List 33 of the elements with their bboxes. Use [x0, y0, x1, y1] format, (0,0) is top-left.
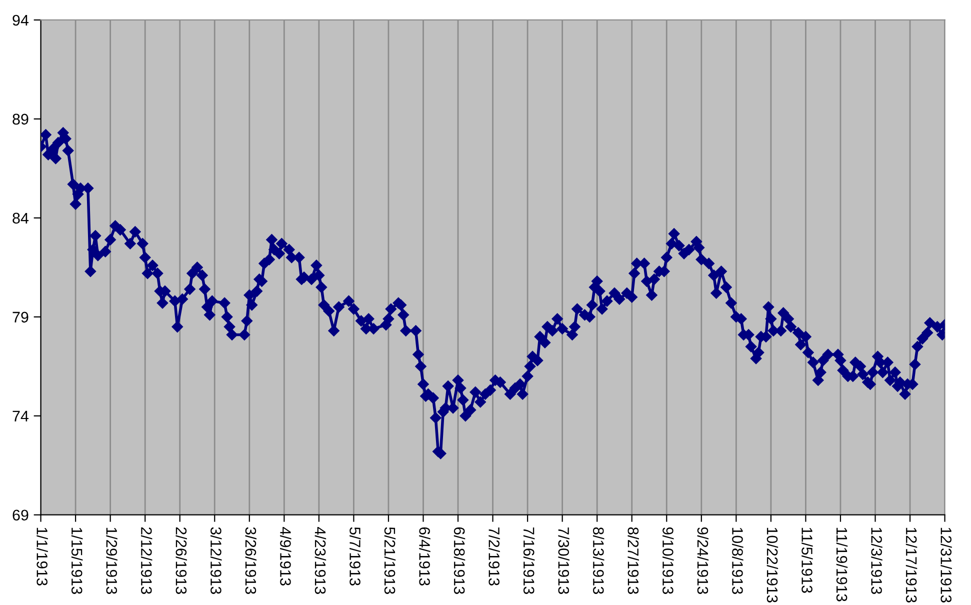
y-tick-label: 69	[12, 510, 28, 521]
x-tick-label: 9/24/1913	[697, 527, 709, 594]
y-tick-label: 74	[12, 410, 29, 422]
x-tick-label: 7/2/1913	[488, 527, 500, 586]
x-tick-label: 12/17/1913	[906, 528, 918, 602]
x-tick-label: 11/19/1913	[836, 528, 848, 602]
x-tick-label: 1/15/1913	[71, 528, 83, 594]
x-tick-label: 8/13/1913	[592, 527, 604, 594]
x-tick-label: 6/4/1913	[419, 527, 430, 586]
x-tick-label: 3/26/1913	[245, 527, 257, 594]
x-tick-label: 12/31/1913	[940, 528, 952, 602]
x-tick-label: 6/18/1913	[454, 527, 466, 594]
x-tick-label: 2/12/1913	[140, 527, 152, 594]
y-tick-label: 94	[12, 14, 29, 26]
x-tick-label: 10/8/1913	[732, 528, 744, 594]
x-tick-label: 4/9/1913	[280, 527, 292, 586]
x-tick-label: 8/27/1913	[628, 527, 639, 594]
y-tick-label: 84	[12, 212, 29, 224]
x-tick-label: 5/7/1913	[350, 527, 361, 586]
x-tick-label: 1/1/1913	[36, 528, 48, 586]
y-tick-label: 79	[12, 312, 28, 323]
x-tick-label: 10/22/1913	[766, 528, 778, 602]
x-tick-label: 5/21/1913	[384, 527, 396, 594]
x-tick-label: 11/5/1913	[802, 528, 813, 593]
x-tick-label: 4/23/1913	[314, 527, 326, 594]
x-tick-label: 12/3/1913	[871, 528, 882, 594]
x-tick-label: 2/26/1913	[176, 527, 187, 594]
x-tick-label: 1/29/1913	[106, 528, 118, 594]
x-tick-label: 7/16/1913	[523, 527, 535, 594]
x-tick-label: 7/30/1913	[558, 527, 570, 594]
x-tick-label: 3/12/1913	[210, 527, 222, 594]
y-tick-label: 89	[12, 114, 28, 125]
x-tick-label: 9/10/1913	[662, 527, 674, 594]
